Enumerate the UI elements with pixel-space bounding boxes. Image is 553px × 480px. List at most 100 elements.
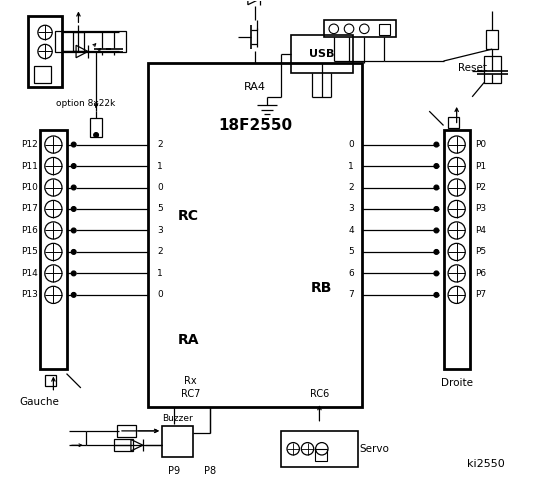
Text: RB: RB [311,281,332,295]
Text: Gauche: Gauche [19,397,59,407]
Circle shape [434,185,439,190]
Text: 5: 5 [157,204,163,214]
Circle shape [71,271,76,276]
Bar [40,130,66,369]
Circle shape [38,44,52,59]
Circle shape [448,200,465,217]
Circle shape [434,292,439,297]
Bar [45,375,55,385]
Text: 3: 3 [348,204,354,214]
Circle shape [434,271,439,276]
Text: 18F2550: 18F2550 [218,118,292,133]
Text: Droite: Droite [441,378,473,388]
Circle shape [71,142,76,147]
Text: P1: P1 [476,162,487,170]
Bar [315,449,327,461]
Circle shape [71,250,76,254]
Circle shape [448,243,465,261]
Circle shape [316,443,328,455]
Text: 0: 0 [157,290,163,300]
Circle shape [359,24,369,34]
Circle shape [448,179,465,196]
Bar [34,66,51,83]
Circle shape [301,443,314,455]
Text: Servo: Servo [359,444,389,454]
Circle shape [345,24,354,34]
Bar [379,24,390,35]
Bar [291,35,353,73]
Text: P12: P12 [21,140,38,149]
Text: Buzzer: Buzzer [162,414,193,423]
Circle shape [93,132,98,137]
Text: P3: P3 [476,204,487,214]
Bar [324,21,396,37]
Bar [448,117,459,128]
Text: 2: 2 [348,183,354,192]
Bar [444,130,470,369]
Circle shape [45,200,62,217]
Bar [148,63,362,407]
Circle shape [329,24,338,34]
Text: P15: P15 [21,247,38,256]
Circle shape [45,286,62,303]
Bar [281,431,358,467]
Text: RA4: RA4 [244,82,266,92]
Bar [73,33,84,51]
Bar [28,16,62,87]
Text: P6: P6 [476,269,487,278]
Text: 2: 2 [157,247,163,256]
Text: RA: RA [178,333,199,347]
Text: P5: P5 [476,247,487,256]
Bar [487,30,498,49]
Bar [117,425,135,437]
Text: 1: 1 [157,269,163,278]
Circle shape [71,206,76,211]
Circle shape [38,25,52,39]
Bar [162,426,193,457]
Text: 7: 7 [348,290,354,300]
Circle shape [45,179,62,196]
Circle shape [287,443,299,455]
Text: P8: P8 [204,467,216,477]
Text: P14: P14 [21,269,38,278]
Circle shape [434,206,439,211]
Text: Rx: Rx [184,376,197,386]
Circle shape [71,228,76,233]
Circle shape [448,136,465,153]
Circle shape [434,250,439,254]
Text: 3: 3 [157,226,163,235]
Bar [114,440,133,451]
Circle shape [45,222,62,239]
Text: P7: P7 [476,290,487,300]
Bar [90,118,102,137]
Text: P17: P17 [21,204,38,214]
Circle shape [71,164,76,168]
Text: P9: P9 [168,467,180,477]
Circle shape [448,157,465,175]
Circle shape [434,228,439,233]
Bar [484,56,501,83]
Text: 6: 6 [348,269,354,278]
Text: 4: 4 [348,226,354,235]
Text: 1: 1 [157,162,163,170]
Circle shape [448,222,465,239]
Circle shape [434,142,439,147]
Circle shape [448,286,465,303]
Text: P2: P2 [476,183,487,192]
Text: P4: P4 [476,226,487,235]
Text: 5: 5 [348,247,354,256]
Circle shape [448,265,465,282]
Text: ki2550: ki2550 [467,459,505,469]
Text: option 8x22k: option 8x22k [56,99,115,108]
Text: RC: RC [178,209,199,223]
Circle shape [45,136,62,153]
Text: USB: USB [309,49,335,59]
Circle shape [45,265,62,282]
Text: P0: P0 [476,140,487,149]
Text: Reset: Reset [458,63,487,73]
Circle shape [434,164,439,168]
Circle shape [45,243,62,261]
Circle shape [71,185,76,190]
Circle shape [45,157,62,175]
Text: 1: 1 [348,162,354,170]
